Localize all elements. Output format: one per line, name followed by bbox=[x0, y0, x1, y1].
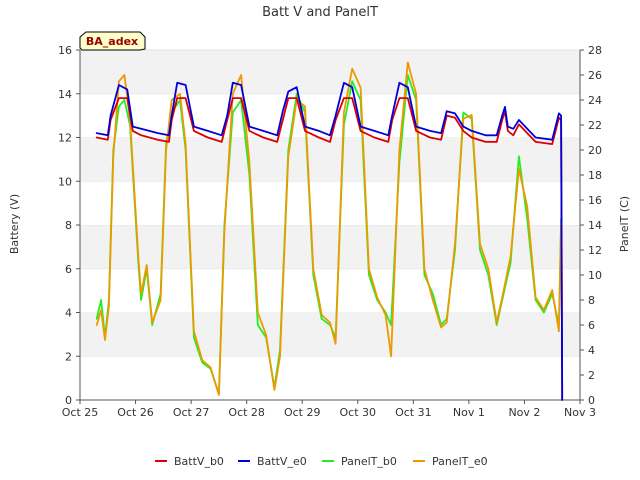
right-tick-label: 16 bbox=[588, 194, 602, 207]
grid-band bbox=[80, 93, 580, 138]
left-tick-label: 0 bbox=[65, 394, 72, 407]
right-tick-label: 12 bbox=[588, 244, 602, 257]
right-tick-label: 18 bbox=[588, 169, 602, 182]
left-tick-label: 4 bbox=[65, 307, 72, 320]
x-tick-label: Oct 25 bbox=[62, 406, 99, 419]
legend-label: BattV_b0 bbox=[174, 455, 224, 468]
right-tick-label: 20 bbox=[588, 144, 602, 157]
left-tick-label: 12 bbox=[58, 132, 72, 145]
grid-band bbox=[80, 137, 580, 182]
x-tick-label: Oct 26 bbox=[117, 406, 154, 419]
grid-band bbox=[80, 268, 580, 313]
grid-band bbox=[80, 181, 580, 225]
x-tick-label: Nov 3 bbox=[564, 406, 596, 419]
x-tick-label: Oct 30 bbox=[340, 406, 377, 419]
right-tick-label: 10 bbox=[588, 269, 602, 282]
left-tick-label: 2 bbox=[65, 350, 72, 363]
left-tick-label: 8 bbox=[65, 219, 72, 232]
grid-band bbox=[80, 312, 580, 357]
station-badge: BA_adex bbox=[79, 31, 146, 51]
legend-label: BattV_e0 bbox=[257, 455, 307, 468]
grid-band bbox=[80, 225, 580, 269]
right-tick-label: 6 bbox=[588, 319, 595, 332]
legend-label: PanelT_e0 bbox=[432, 455, 488, 468]
right-tick-label: 8 bbox=[588, 294, 595, 307]
legend: BattV_b0 BattV_e0 PanelT_b0 PanelT_e0 bbox=[155, 455, 488, 468]
x-tick-label: Oct 28 bbox=[228, 406, 265, 419]
badge-box bbox=[79, 31, 146, 51]
x-tick-label: Oct 27 bbox=[173, 406, 210, 419]
badge-label: BA_adex bbox=[86, 35, 138, 48]
left-y-axis: 0 2 4 6 8 10 12 14 16 bbox=[58, 44, 81, 407]
left-tick-label: 10 bbox=[58, 175, 72, 188]
right-axis-title: PanelT (C) bbox=[618, 196, 631, 252]
right-tick-label: 0 bbox=[588, 394, 595, 407]
right-tick-label: 26 bbox=[588, 69, 602, 82]
left-tick-label: 14 bbox=[58, 88, 72, 101]
left-axis-title: Battery (V) bbox=[8, 194, 21, 254]
series-line-panelt-e0 bbox=[95, 61, 562, 396]
right-tick-label: 2 bbox=[588, 369, 595, 382]
grid-bands bbox=[80, 49, 580, 400]
right-tick-label: 28 bbox=[588, 44, 602, 57]
grid-band bbox=[80, 50, 580, 94]
series-lines bbox=[95, 61, 564, 401]
x-axis: Oct 25 Oct 26 Oct 27 Oct 28 Oct 29 Oct 30 Oct … bbox=[62, 399, 596, 419]
x-tick-label: Nov 2 bbox=[508, 406, 540, 419]
legend-label: PanelT_b0 bbox=[341, 455, 397, 468]
chart-title: Batt V and PanelT bbox=[262, 5, 378, 20]
x-tick-label: Oct 31 bbox=[395, 406, 432, 419]
right-tick-label: 14 bbox=[588, 219, 602, 232]
right-tick-label: 22 bbox=[588, 119, 602, 132]
left-tick-label: 16 bbox=[58, 44, 72, 57]
right-tick-label: 24 bbox=[588, 94, 602, 107]
x-tick-label: Oct 29 bbox=[284, 406, 321, 419]
grid-band bbox=[80, 356, 580, 400]
left-tick-label: 6 bbox=[65, 263, 72, 276]
x-tick-label: Nov 1 bbox=[453, 406, 485, 419]
series-line-battv-e0 bbox=[95, 81, 564, 401]
right-tick-label: 4 bbox=[588, 344, 595, 357]
